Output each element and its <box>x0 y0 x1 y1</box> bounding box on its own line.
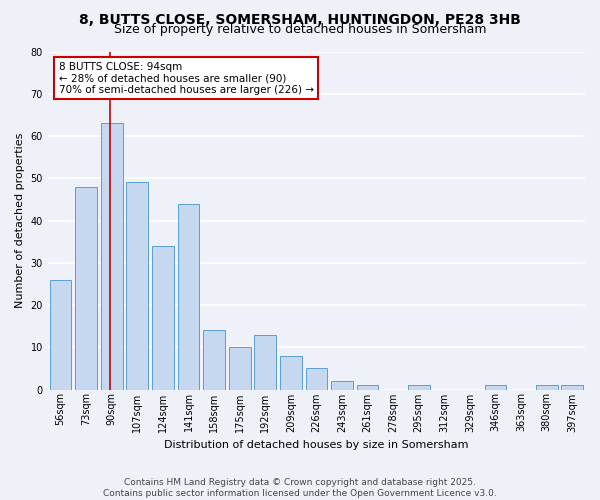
Bar <box>280 356 302 390</box>
Bar <box>50 280 71 390</box>
Bar <box>101 124 122 390</box>
Text: Contains HM Land Registry data © Crown copyright and database right 2025.
Contai: Contains HM Land Registry data © Crown c… <box>103 478 497 498</box>
Bar <box>127 182 148 390</box>
Y-axis label: Number of detached properties: Number of detached properties <box>15 133 25 308</box>
Bar <box>485 386 506 390</box>
X-axis label: Distribution of detached houses by size in Somersham: Distribution of detached houses by size … <box>164 440 469 450</box>
Bar <box>536 386 557 390</box>
Bar <box>305 368 327 390</box>
Bar <box>254 334 276 390</box>
Bar <box>203 330 225 390</box>
Text: 8 BUTTS CLOSE: 94sqm
← 28% of detached houses are smaller (90)
70% of semi-detac: 8 BUTTS CLOSE: 94sqm ← 28% of detached h… <box>59 62 314 95</box>
Bar <box>229 348 251 390</box>
Bar <box>178 204 199 390</box>
Text: 8, BUTTS CLOSE, SOMERSHAM, HUNTINGDON, PE28 3HB: 8, BUTTS CLOSE, SOMERSHAM, HUNTINGDON, P… <box>79 12 521 26</box>
Bar <box>75 186 97 390</box>
Bar <box>152 246 174 390</box>
Text: Size of property relative to detached houses in Somersham: Size of property relative to detached ho… <box>114 22 486 36</box>
Bar <box>356 386 379 390</box>
Bar <box>562 386 583 390</box>
Bar <box>408 386 430 390</box>
Bar <box>331 381 353 390</box>
